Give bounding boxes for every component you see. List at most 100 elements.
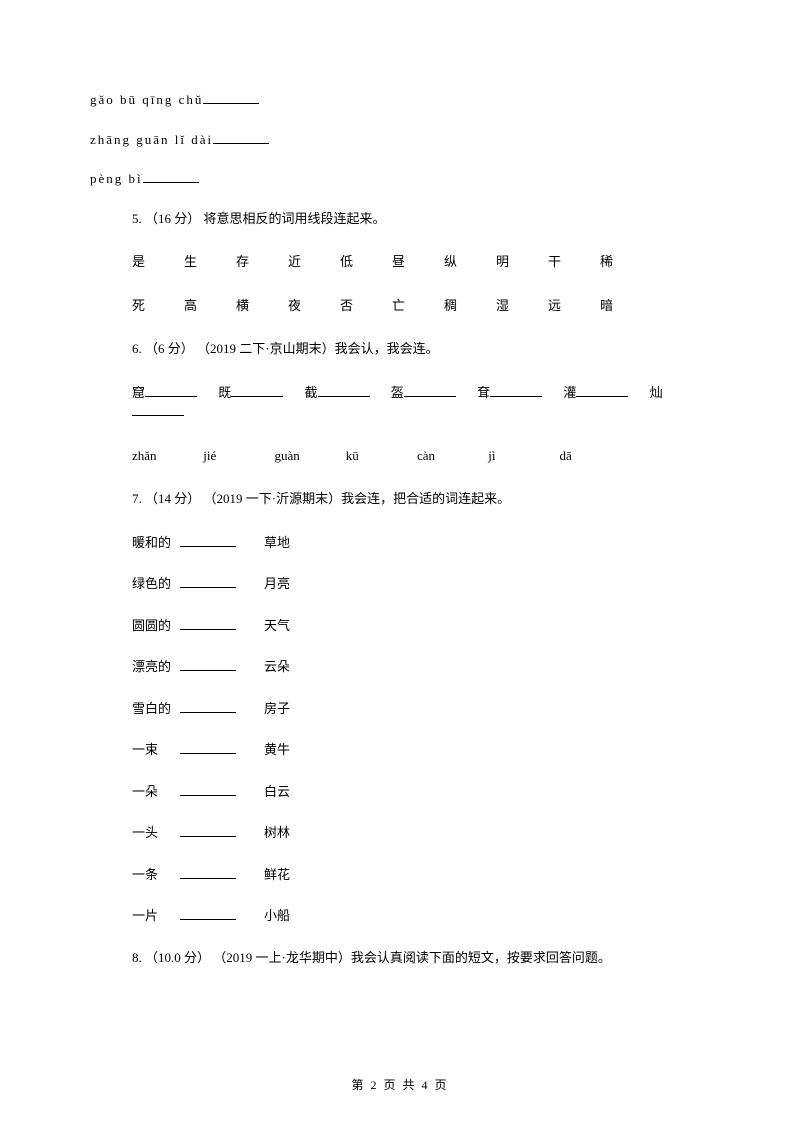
pinyin-line-1: gǎo bū qīng chǔ (90, 90, 710, 110)
char: 远 (548, 296, 600, 316)
char: 生 (184, 252, 236, 272)
pinyin: jì (488, 446, 556, 466)
pair-right: 云朵 (264, 657, 290, 677)
pair-right: 树林 (264, 823, 290, 843)
pair-row: 一头 树林 (90, 823, 710, 843)
fill-blank[interactable] (318, 384, 370, 397)
char: 稠 (444, 296, 496, 316)
pair-left: 一片 (132, 906, 180, 926)
pinyin: guàn (275, 446, 343, 466)
pair-left: 一朵 (132, 782, 180, 802)
q7-pairs: 暖和的草地 绿色的月亮 圆圆的天气 漂亮的云朵 雪白的房子 一束黄牛 一朵白云 … (90, 533, 710, 926)
q5-row-2: 死高横夜否亡稠湿远暗 (90, 296, 710, 316)
pair-row: 圆圆的 天气 (90, 616, 710, 636)
char: 干 (548, 252, 600, 272)
char: 盔 (391, 383, 404, 403)
pair-right: 黄牛 (264, 740, 290, 760)
pair-right: 天气 (264, 616, 290, 636)
pinyin: càn (417, 446, 485, 466)
char: 否 (340, 296, 392, 316)
pair-row: 暖和的 草地 (90, 533, 710, 553)
pair-left: 一头 (132, 823, 180, 843)
question-8-heading: 8. （10.0 分） （2019 一上·龙华期中）我会认真阅读下面的短文，按要… (90, 948, 710, 968)
fill-blank[interactable] (180, 783, 236, 796)
char: 灌 (563, 383, 576, 403)
fill-blank[interactable] (143, 170, 199, 183)
pair-left: 一束 (132, 740, 180, 760)
pinyin-text: pèng bì (90, 171, 143, 186)
char: 纵 (444, 252, 496, 272)
q5-row-1: 是生存近低昼纵明干稀 (90, 252, 710, 272)
fill-blank[interactable] (145, 384, 197, 397)
fill-blank[interactable] (180, 534, 236, 547)
pinyin-line-3: pèng bì (90, 169, 710, 189)
pinyin-line-2: zhāng guān lǐ dài (90, 130, 710, 150)
pinyin-text: zhāng guān lǐ dài (90, 132, 213, 147)
char: 是 (132, 252, 184, 272)
fill-blank[interactable] (180, 866, 236, 879)
fill-blank[interactable] (180, 741, 236, 754)
fill-blank[interactable] (490, 384, 542, 397)
fill-blank[interactable] (180, 907, 236, 920)
pair-row: 绿色的 月亮 (90, 574, 710, 594)
pair-left: 漂亮的 (132, 657, 180, 677)
fill-blank[interactable] (213, 131, 269, 144)
char: 截 (305, 383, 318, 403)
pinyin: dā (560, 446, 628, 466)
pair-right: 小船 (264, 906, 290, 926)
fill-blank[interactable] (180, 700, 236, 713)
char: 既 (218, 383, 231, 403)
char: 低 (340, 252, 392, 272)
pair-left: 雪白的 (132, 699, 180, 719)
question-6-heading: 6. （6 分） （2019 二下·京山期末）我会认，我会连。 (90, 339, 710, 359)
pair-row: 漂亮的 云朵 (90, 657, 710, 677)
char: 高 (184, 296, 236, 316)
pinyin: zhǎn (132, 446, 200, 466)
fill-blank[interactable] (180, 575, 236, 588)
char: 死 (132, 296, 184, 316)
pinyin: jié (203, 446, 271, 466)
fill-blank[interactable] (180, 658, 236, 671)
pair-row: 一条 鲜花 (90, 865, 710, 885)
fill-blank[interactable] (404, 384, 456, 397)
question-7-heading: 7. （14 分） （2019 一下·沂源期末）我会连，把合适的词连起来。 (90, 489, 710, 509)
char: 存 (236, 252, 288, 272)
char: 暗 (600, 296, 652, 316)
fill-blank[interactable] (180, 617, 236, 630)
char: 窟 (132, 383, 145, 403)
pair-left: 暖和的 (132, 533, 180, 553)
char: 亡 (392, 296, 444, 316)
fill-blank[interactable] (132, 403, 184, 416)
char: 夜 (288, 296, 340, 316)
page-footer: 第 2 页 共 4 页 (0, 1076, 800, 1094)
pair-left: 圆圆的 (132, 616, 180, 636)
pair-left: 绿色的 (132, 574, 180, 594)
pair-left: 一条 (132, 865, 180, 885)
pair-row: 一片 小船 (90, 906, 710, 926)
pair-right: 房子 (264, 699, 290, 719)
pair-right: 草地 (264, 533, 290, 553)
q6-pinyin-row: zhǎn jié guàn kū càn jì dā (90, 446, 710, 466)
pair-row: 雪白的 房子 (90, 699, 710, 719)
char: 灿 (650, 383, 663, 403)
pair-right: 白云 (264, 782, 290, 802)
q6-char-row: 窟 既 截 盔 耷 灌 灿 (90, 383, 710, 422)
fill-blank[interactable] (231, 384, 283, 397)
pinyin-block: gǎo bū qīng chǔ zhāng guān lǐ dài pèng b… (90, 90, 710, 189)
pair-right: 月亮 (264, 574, 290, 594)
fill-blank[interactable] (180, 824, 236, 837)
fill-blank[interactable] (203, 91, 259, 104)
char: 横 (236, 296, 288, 316)
pair-row: 一束 黄牛 (90, 740, 710, 760)
char: 湿 (496, 296, 548, 316)
fill-blank[interactable] (576, 384, 628, 397)
char: 耷 (477, 383, 490, 403)
pair-row: 一朵 白云 (90, 782, 710, 802)
char: 昼 (392, 252, 444, 272)
pair-right: 鲜花 (264, 865, 290, 885)
char: 稀 (600, 252, 652, 272)
pinyin-text: gǎo bū qīng chǔ (90, 92, 203, 107)
char: 明 (496, 252, 548, 272)
pinyin: kū (346, 446, 414, 466)
char: 近 (288, 252, 340, 272)
